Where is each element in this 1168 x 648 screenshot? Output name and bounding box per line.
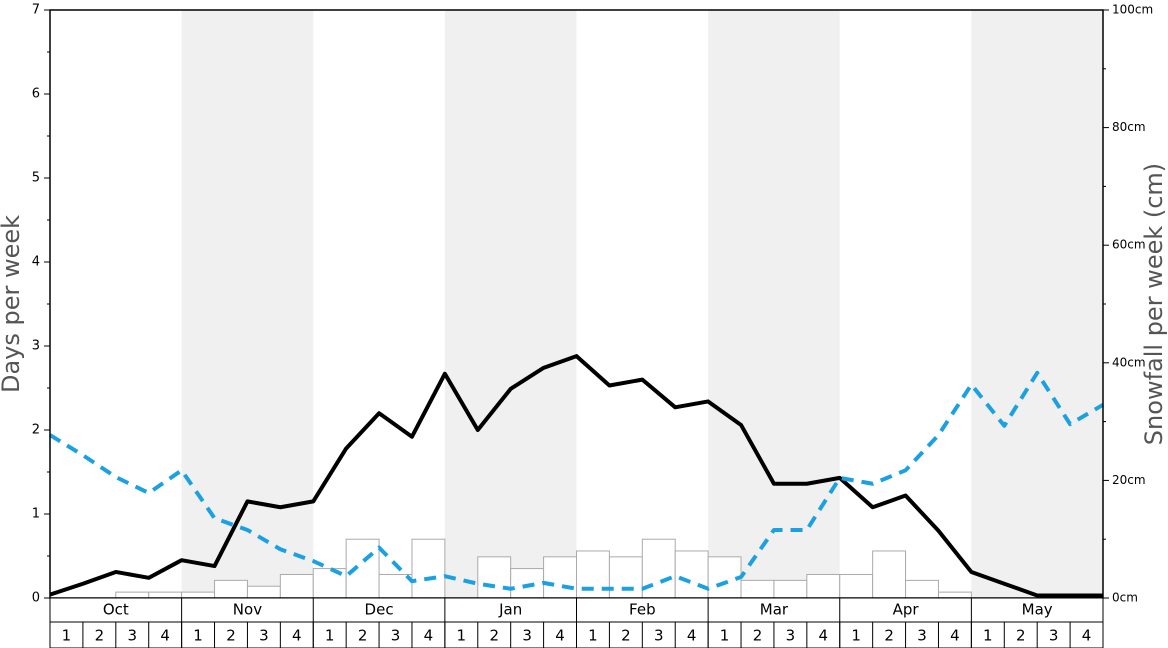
week-label: 3 [259, 627, 269, 645]
series-line [49, 354, 1103, 598]
week-label: 2 [621, 627, 631, 645]
y2-tick-label: 0cm [1112, 591, 1138, 605]
week-label: 1 [720, 627, 730, 645]
month-label: Feb [629, 601, 656, 619]
week-label: 4 [424, 627, 434, 645]
snowfall-bar [279, 573, 314, 599]
snowfall-bar [543, 556, 577, 599]
snowfall-bar [905, 579, 939, 599]
series-line [48, 370, 1105, 591]
month-shade [708, 10, 840, 598]
week-label: 1 [983, 627, 993, 645]
snowfall-bar [806, 573, 841, 599]
y2-tick-label: 100cm [1112, 3, 1153, 17]
week-label: 2 [884, 627, 894, 645]
week-label: 4 [292, 627, 302, 645]
y2-tick-label: 40cm [1112, 355, 1146, 369]
week-label: 2 [358, 627, 368, 645]
month-label: Apr [893, 601, 920, 619]
week-label: 1 [851, 627, 861, 645]
month-label: Mar [760, 601, 789, 619]
y-tick-label: 6 [32, 87, 40, 102]
month-label: May [1022, 601, 1053, 619]
week-label: 4 [819, 627, 829, 645]
week-label: 3 [654, 627, 664, 645]
week-label: 1 [62, 627, 72, 645]
week-label: 4 [160, 627, 170, 645]
week-label: 4 [555, 627, 565, 645]
y-tick-label: 0 [32, 591, 40, 606]
snowfall-bar [246, 585, 281, 599]
snowfall-bar [214, 579, 248, 599]
y2-tick-label: 80cm [1112, 120, 1146, 134]
snowfall-bar [576, 550, 610, 599]
snowfall-bar [411, 538, 446, 599]
snowfall-bar [773, 579, 808, 599]
snowfall-bar [345, 538, 380, 599]
week-label: 3 [127, 627, 137, 645]
week-label: 3 [917, 627, 927, 645]
y2-axis-label: Snowfall per week (cm) [1140, 163, 1168, 445]
month-shade [444, 10, 577, 598]
snowfall-bar [740, 579, 775, 599]
snowfall-bar [937, 591, 972, 599]
month-shade [971, 10, 1103, 598]
month-label: Nov [233, 601, 262, 619]
snowfall-bar [510, 568, 545, 599]
week-label: 3 [522, 627, 532, 645]
month-shade [181, 10, 314, 598]
y-axis-label: Days per week [0, 215, 25, 393]
week-label: 2 [226, 627, 236, 645]
week-label: 2 [489, 627, 499, 645]
week-label: 2 [1016, 627, 1026, 645]
week-label: 1 [193, 627, 203, 645]
snowfall-bar [839, 573, 874, 599]
snowfall-bar [115, 591, 150, 599]
month-label: Oct [103, 601, 129, 619]
week-label: 3 [786, 627, 796, 645]
week-label: 1 [588, 627, 598, 645]
snowfall-bar [608, 556, 643, 599]
snowfall-bar [872, 550, 907, 599]
y2-tick-label: 20cm [1112, 473, 1146, 487]
y2-tick-label: 60cm [1112, 238, 1146, 252]
week-label: 3 [1049, 627, 1059, 645]
week-label: 1 [325, 627, 335, 645]
month-label: Dec [365, 601, 394, 619]
y-tick-label: 2 [32, 423, 40, 438]
y-tick-label: 3 [32, 339, 40, 354]
month-label: Jan [498, 601, 522, 619]
week-label: 4 [950, 627, 960, 645]
snowfall-bar [641, 538, 676, 599]
snowfall-bar [674, 550, 709, 599]
week-label: 1 [457, 627, 467, 645]
y-tick-label: 5 [32, 171, 40, 186]
week-label: 4 [687, 627, 697, 645]
snowfall-bar [181, 591, 216, 599]
week-label: 4 [1082, 627, 1092, 645]
snowfall-bar [148, 591, 183, 599]
week-label: 2 [95, 627, 105, 645]
y-tick-label: 4 [32, 255, 40, 270]
week-label: 2 [753, 627, 763, 645]
y-tick-label: 1 [32, 507, 40, 522]
snowfall-bar [477, 556, 512, 599]
y-tick-label: 7 [32, 3, 40, 18]
week-label: 3 [391, 627, 401, 645]
